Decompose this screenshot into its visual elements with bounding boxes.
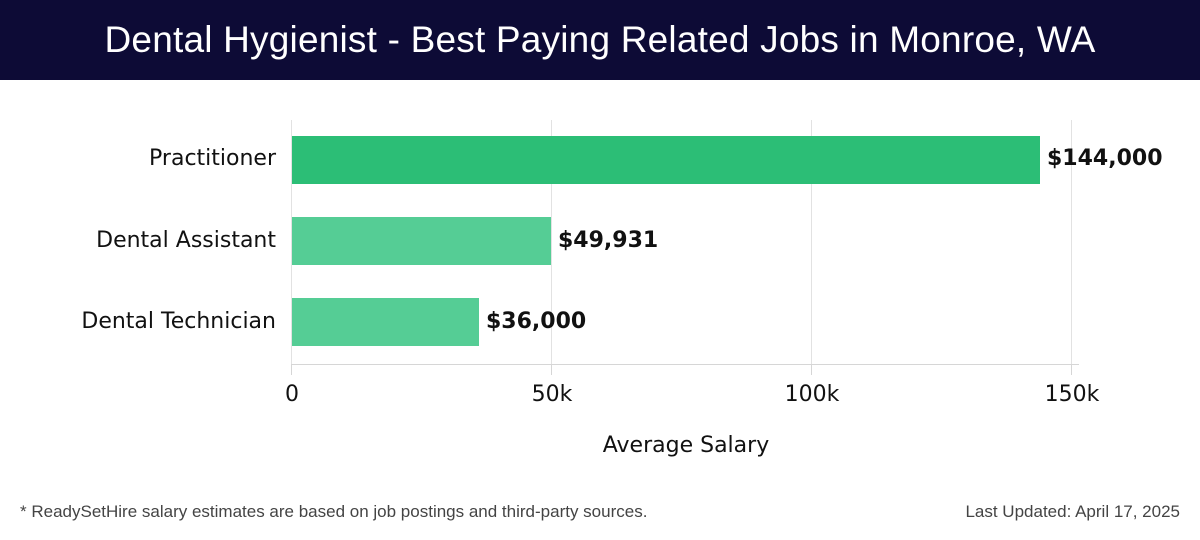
bar-practitioner [292,136,1040,184]
last-updated: Last Updated: April 17, 2025 [965,502,1180,521]
x-axis-line [291,364,1079,365]
value-label: $144,000 [1047,146,1163,171]
value-label: $49,931 [558,228,659,253]
x-tick-label: 150k [1044,382,1100,407]
bar-dental-technician [292,298,479,346]
x-tick-label: 50k [531,382,573,407]
category-label: Dental Assistant [96,228,276,253]
bar-dental-assistant [292,217,551,265]
x-tick [811,365,812,375]
gridline-150k [1071,120,1072,375]
x-axis-label: Average Salary [602,433,770,458]
gridline-0 [291,120,292,375]
chart-header: Dental Hygienist - Best Paying Related J… [0,0,1200,80]
x-tick [1071,365,1072,375]
x-tick [551,365,552,375]
x-tick-label: 0 [285,382,299,407]
category-label: Practitioner [149,146,276,171]
chart-title: Dental Hygienist - Best Paying Related J… [104,19,1096,60]
gridline-50k [551,120,552,375]
value-label: $36,000 [486,309,587,334]
x-tick-label: 100k [784,382,840,407]
gridline-100k [811,120,812,375]
footnote: * ReadySetHire salary estimates are base… [20,502,648,521]
x-tick [291,365,292,375]
category-label: Dental Technician [81,309,276,334]
